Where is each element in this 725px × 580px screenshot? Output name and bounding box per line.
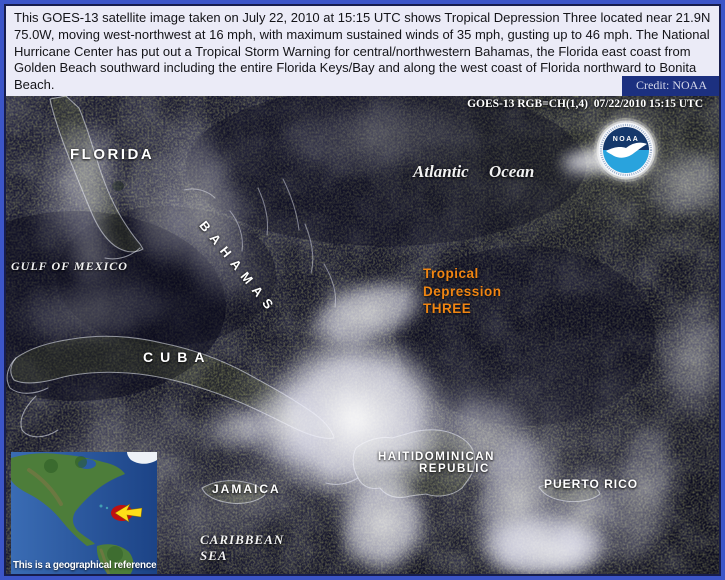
label-gulf-of-mexico: GULF OF MEXICO xyxy=(11,259,128,273)
label-atlantic-ocean: Atlantic Ocean xyxy=(413,162,535,181)
cloud xyxy=(228,381,338,471)
content-area: This GOES-13 satellite image taken on Ju… xyxy=(4,4,721,576)
label-cuba: CUBA xyxy=(143,349,212,365)
caption-text: This GOES-13 satellite image taken on Ju… xyxy=(14,10,711,93)
americas-map-graphic xyxy=(11,452,157,574)
label-jamaica: JAMAICA xyxy=(212,482,281,496)
bahamas-islands xyxy=(183,178,337,308)
storm-label-line2: Depression xyxy=(423,283,502,299)
storm-label-line1: Tropical xyxy=(423,266,479,281)
credit-badge: Credit: NOAA xyxy=(622,76,719,96)
noaa-logo-text: NOAA xyxy=(613,136,640,143)
storm-arrow-icon xyxy=(114,503,143,523)
jamaica-coastline xyxy=(201,480,266,505)
cloud xyxy=(356,346,676,574)
label-puerto-rico: PUERTO RICO xyxy=(544,477,639,491)
label-florida: FLORIDA xyxy=(70,146,155,163)
label-caribbean-sea: SEA xyxy=(200,548,228,563)
storm-label-line3: THREE xyxy=(423,301,472,316)
satellite-view: GOES-13 RGB=CH(1,4) 07/22/2010 15:15 UTC… xyxy=(6,96,719,574)
label-caribbean: CARIBBEAN xyxy=(200,532,285,547)
noaa-logo-icon: NOAA xyxy=(594,118,658,182)
storm-label: Tropical Depression THREE xyxy=(423,265,502,318)
cloud xyxy=(651,296,719,426)
noaa-logo: NOAA xyxy=(593,117,659,183)
label-dominican: DOMINICAN xyxy=(415,451,495,463)
cloud xyxy=(61,216,121,286)
inset-map: This is a geographical reference xyxy=(11,452,157,574)
inset-caption: This is a geographical reference xyxy=(13,560,157,571)
sat-header-text: GOES-13 RGB=CH(1,4) 07/22/2010 15:15 UTC xyxy=(467,98,703,110)
caption-bar: This GOES-13 satellite image taken on Ju… xyxy=(6,6,719,96)
ocean-shading xyxy=(6,96,656,426)
label-haiti: HAITI xyxy=(378,451,416,463)
label-republic: REPUBLIC xyxy=(419,463,490,475)
